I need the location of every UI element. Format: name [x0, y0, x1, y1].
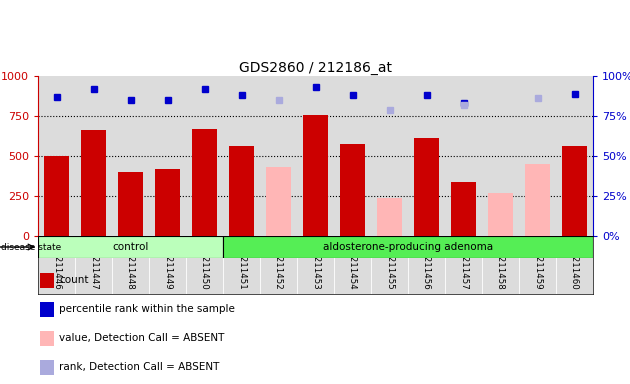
- Bar: [452, 182, 476, 236]
- Text: value, Detection Call = ABSENT: value, Detection Call = ABSENT: [59, 333, 224, 343]
- Bar: [304, 115, 328, 236]
- Bar: [223, 236, 593, 258]
- Bar: [118, 172, 142, 236]
- Text: GSM211455: GSM211455: [385, 237, 394, 290]
- Text: rank, Detection Call = ABSENT: rank, Detection Call = ABSENT: [59, 362, 220, 372]
- Bar: [229, 146, 253, 236]
- Bar: [81, 130, 105, 236]
- Text: GSM211459: GSM211459: [533, 237, 542, 290]
- Text: GSM211448: GSM211448: [126, 237, 135, 290]
- Bar: [156, 169, 180, 236]
- Bar: [525, 164, 549, 236]
- Text: aldosterone-producing adenoma: aldosterone-producing adenoma: [323, 242, 493, 252]
- Text: disease state: disease state: [1, 243, 61, 252]
- Bar: [40, 302, 54, 317]
- Text: GSM211447: GSM211447: [89, 237, 98, 290]
- Text: GSM211450: GSM211450: [200, 237, 209, 290]
- Text: control: control: [112, 242, 149, 252]
- Bar: [415, 138, 438, 236]
- Bar: [377, 198, 401, 236]
- Text: GSM211452: GSM211452: [274, 237, 283, 290]
- Text: GSM211451: GSM211451: [237, 237, 246, 290]
- Bar: [193, 129, 217, 236]
- Text: percentile rank within the sample: percentile rank within the sample: [59, 304, 235, 314]
- Bar: [40, 360, 54, 375]
- Text: GSM211446: GSM211446: [52, 237, 61, 290]
- Bar: [45, 156, 69, 236]
- Text: count: count: [59, 275, 89, 285]
- Bar: [40, 273, 54, 288]
- Bar: [488, 193, 513, 236]
- Text: GSM211456: GSM211456: [422, 237, 431, 290]
- Bar: [38, 236, 223, 258]
- Text: GSM211449: GSM211449: [163, 237, 172, 290]
- Text: GSM211454: GSM211454: [348, 237, 357, 290]
- Text: GSM211458: GSM211458: [496, 237, 505, 290]
- Text: GSM211453: GSM211453: [311, 237, 320, 290]
- Bar: [563, 146, 587, 236]
- Text: GSM211457: GSM211457: [459, 237, 468, 290]
- Bar: [340, 144, 365, 236]
- Bar: [266, 167, 290, 236]
- Bar: [40, 331, 54, 346]
- Text: GSM211460: GSM211460: [570, 237, 579, 290]
- Title: GDS2860 / 212186_at: GDS2860 / 212186_at: [239, 61, 392, 75]
